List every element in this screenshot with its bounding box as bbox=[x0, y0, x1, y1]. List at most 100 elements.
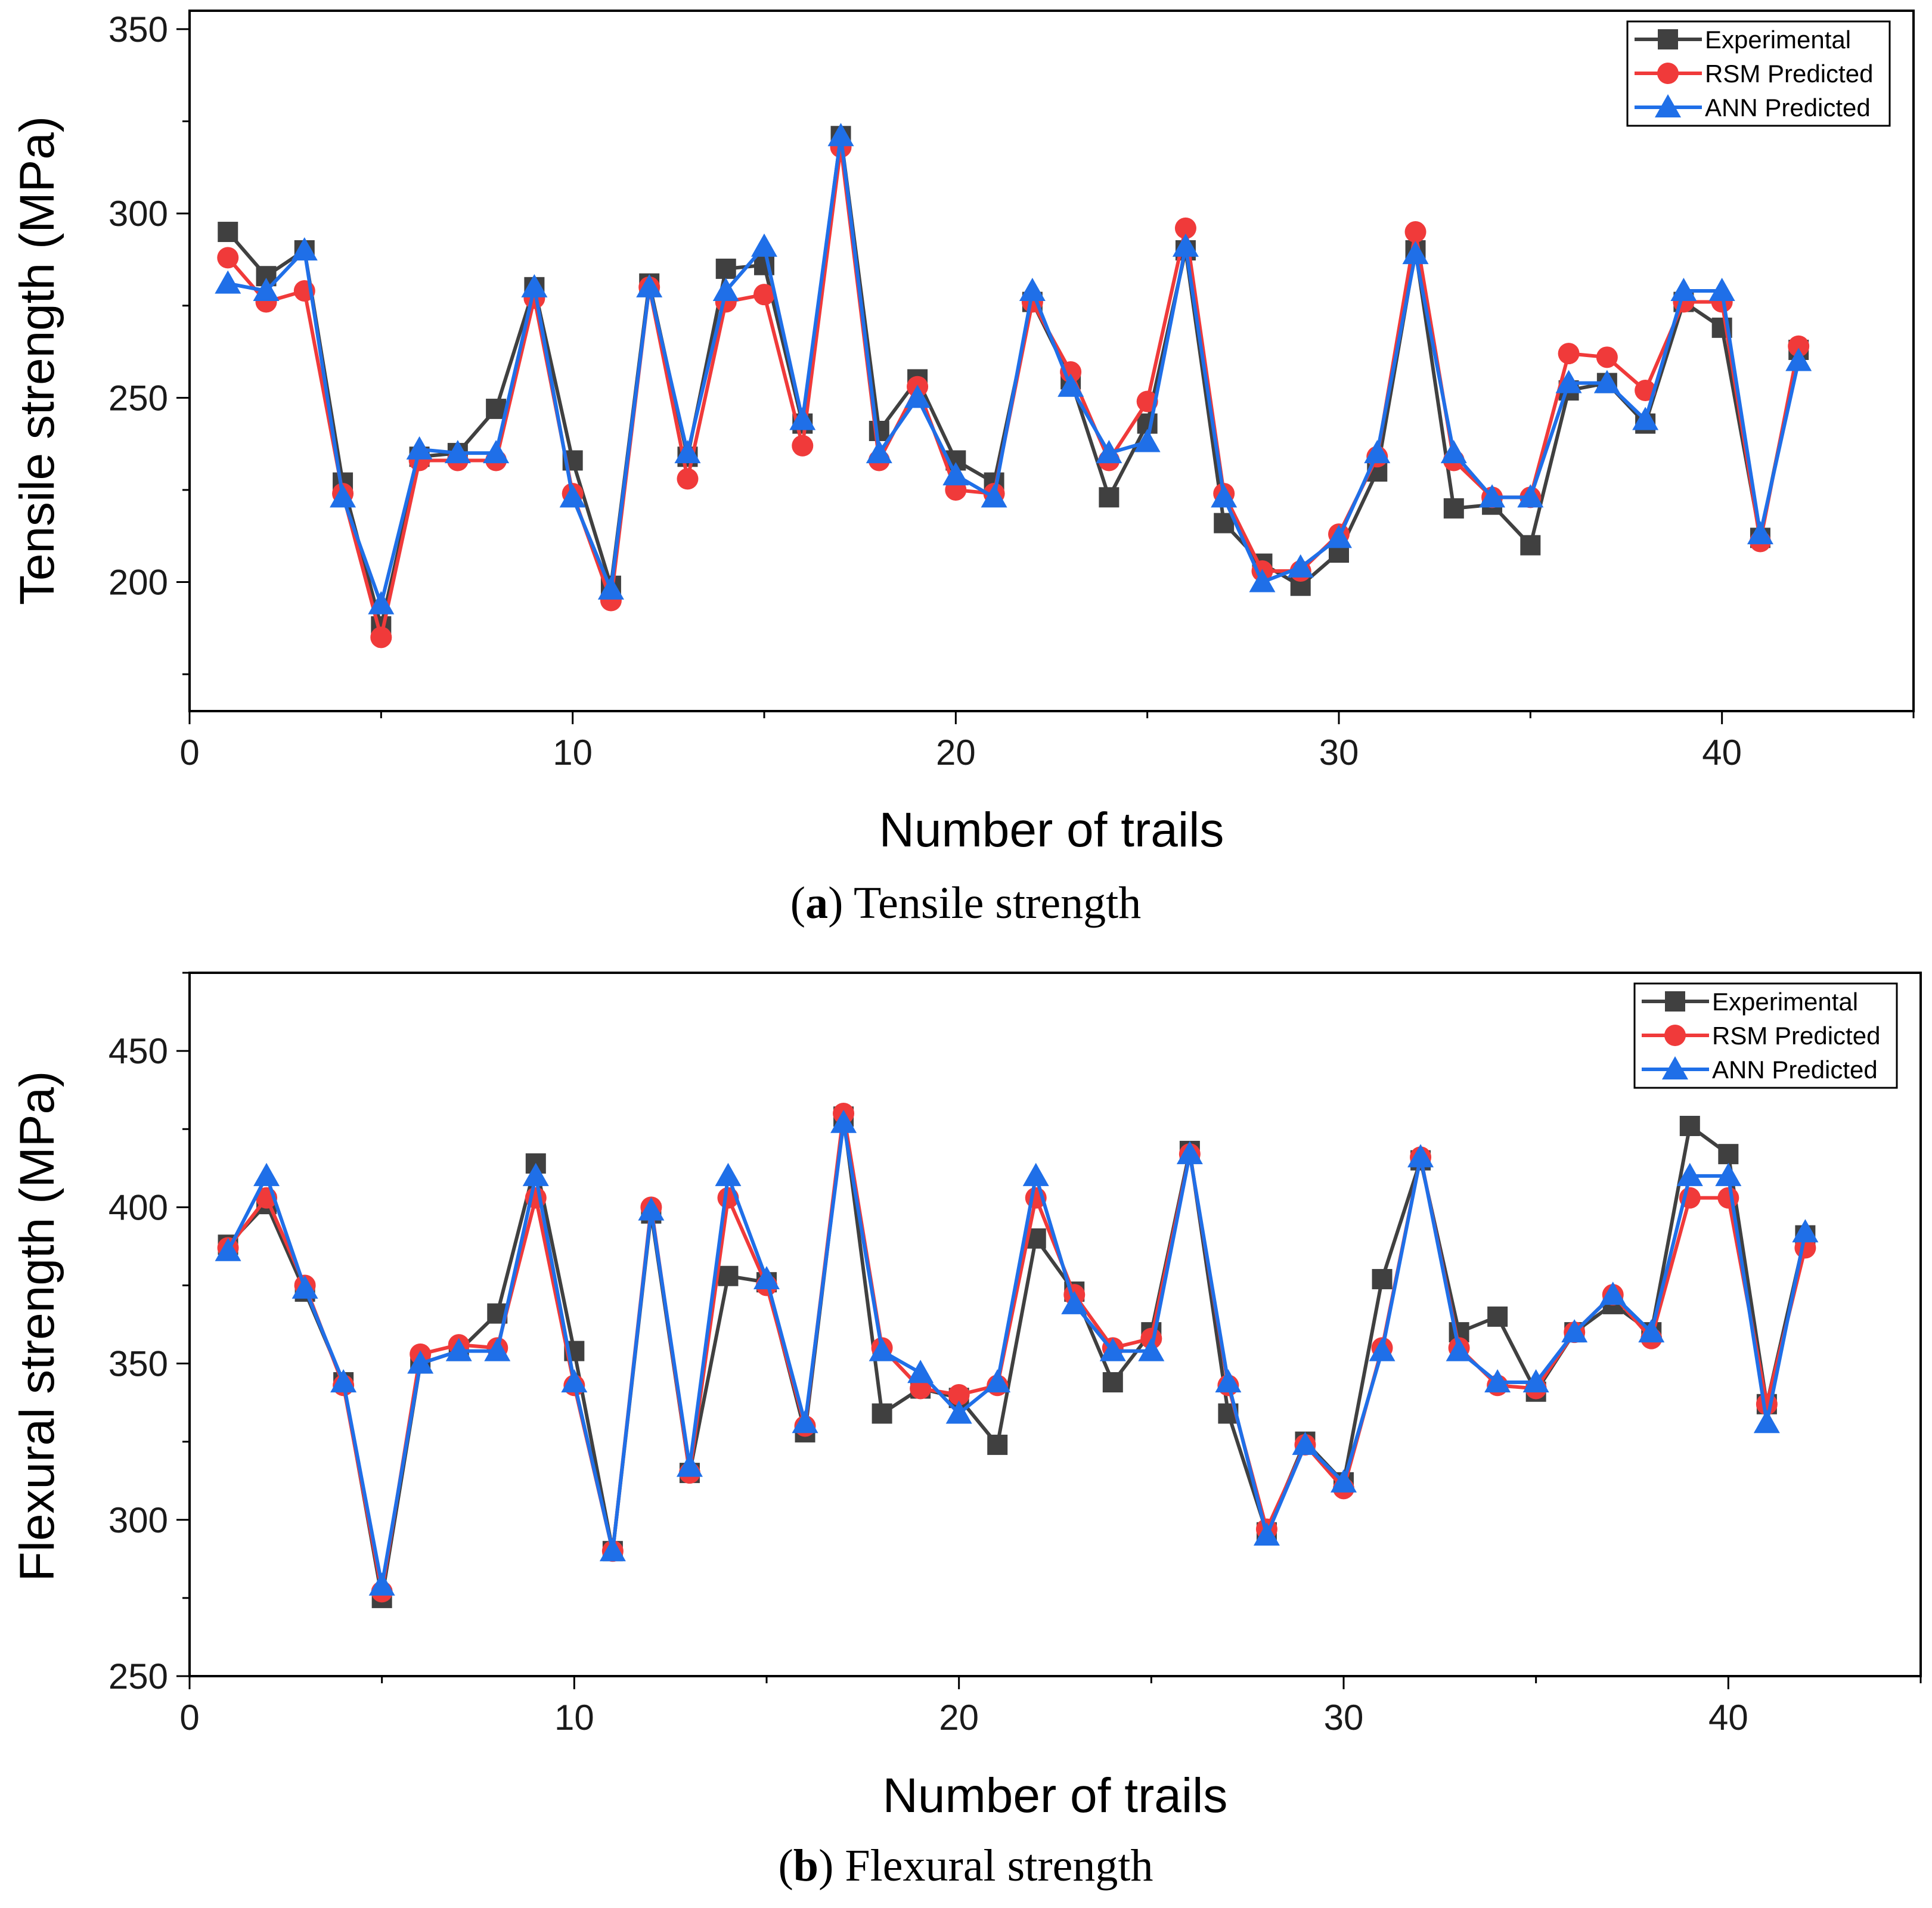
caption-text: Flexural strength bbox=[845, 1841, 1153, 1891]
plot-frame bbox=[188, 972, 1922, 1677]
data-point-square bbox=[1487, 1306, 1508, 1327]
legend-marker-circle bbox=[1664, 1025, 1686, 1046]
data-point-square bbox=[1520, 535, 1541, 556]
data-point-triangle bbox=[522, 1162, 549, 1186]
data-point-triangle bbox=[484, 1338, 511, 1361]
data-point-triangle bbox=[904, 384, 931, 408]
legend-marker-triangle bbox=[1655, 94, 1681, 117]
data-point-triangle bbox=[827, 123, 854, 147]
data-point-square bbox=[718, 1265, 739, 1286]
legend-marker-square bbox=[1658, 29, 1678, 49]
legend-label: ANN Predicted bbox=[1712, 1056, 1878, 1084]
data-point-triangle bbox=[638, 1197, 665, 1221]
x-tick-label: 40 bbox=[1708, 1698, 1748, 1738]
data-point-triangle bbox=[792, 1410, 818, 1434]
data-point-triangle bbox=[1407, 1144, 1434, 1168]
data-point-triangle bbox=[253, 278, 280, 301]
x-tick-label: 0 bbox=[179, 1698, 199, 1738]
data-point-triangle bbox=[559, 484, 586, 508]
data-point-triangle bbox=[1484, 1369, 1511, 1393]
flexural-strength-panel: 0 10 20 30 40 250 300 350 400 450 Number of trail… bbox=[10, 972, 1922, 1891]
data-point-triangle bbox=[1479, 484, 1506, 508]
data-point-triangle bbox=[981, 484, 1007, 508]
y-tick-label: 450 bbox=[108, 1031, 168, 1071]
data-point-triangle bbox=[1593, 370, 1620, 393]
data-point-triangle bbox=[1215, 1369, 1242, 1393]
data-point-triangle bbox=[1287, 554, 1314, 578]
data-point-circle bbox=[677, 468, 699, 490]
data-point-triangle bbox=[1369, 1338, 1395, 1361]
data-point-triangle bbox=[715, 1162, 742, 1186]
caption: (a) Tensile strength bbox=[790, 878, 1142, 928]
legend-label: RSM Predicted bbox=[1705, 60, 1873, 88]
caption-letter: b bbox=[793, 1841, 818, 1891]
data-point-circle bbox=[1558, 343, 1580, 365]
caption-letter: a bbox=[805, 878, 828, 928]
y-tick-label: 350 bbox=[108, 10, 168, 49]
data-point-triangle bbox=[1747, 521, 1773, 545]
data-point-square bbox=[1102, 1372, 1123, 1393]
data-point-circle bbox=[217, 247, 239, 269]
data-point-triangle bbox=[1555, 370, 1582, 393]
data-point-triangle bbox=[1670, 278, 1697, 301]
x-tick-label: 10 bbox=[553, 733, 593, 772]
y-tick-label: 250 bbox=[108, 1656, 168, 1696]
axis-ticks: 0 10 20 30 40 250 300 350 400 450 bbox=[108, 972, 1922, 1738]
data-point-triangle bbox=[866, 440, 892, 464]
y-tick-label: 350 bbox=[108, 1344, 168, 1384]
data-point-triangle bbox=[1440, 440, 1467, 464]
data-point-square bbox=[1372, 1268, 1393, 1289]
data-point-circle bbox=[1717, 1187, 1739, 1209]
y-tick-label: 300 bbox=[108, 1500, 168, 1540]
data-point-triangle bbox=[407, 1350, 434, 1374]
data-point-triangle bbox=[406, 436, 433, 460]
legend-marker-square bbox=[1665, 991, 1685, 1012]
x-tick-label: 20 bbox=[936, 733, 976, 772]
data-point-triangle bbox=[1446, 1338, 1472, 1361]
data-point-triangle bbox=[942, 462, 969, 486]
data-point-square bbox=[987, 1434, 1008, 1455]
data-point-triangle bbox=[1249, 569, 1276, 592]
data-point-circle bbox=[1404, 221, 1426, 243]
data-point-triangle bbox=[1022, 1162, 1049, 1186]
data-point-triangle bbox=[445, 1338, 472, 1361]
y-tick-label: 250 bbox=[108, 378, 168, 418]
data-point-triangle bbox=[1632, 407, 1659, 430]
legend-marker-circle bbox=[1657, 63, 1679, 84]
plot-frame bbox=[188, 10, 1915, 712]
data-point-triangle bbox=[636, 274, 663, 297]
caption-text: Tensile strength bbox=[854, 878, 1141, 928]
data-point-square bbox=[869, 421, 889, 441]
y-axis-title: Tensile strength (MPa) bbox=[10, 116, 64, 605]
data-point-triangle bbox=[1138, 1338, 1165, 1361]
data-point-square bbox=[218, 222, 238, 243]
data-point-triangle bbox=[1785, 348, 1812, 371]
data-point-triangle bbox=[1058, 373, 1084, 397]
legend-label: Experimental bbox=[1705, 26, 1851, 54]
x-tick-label: 0 bbox=[179, 733, 199, 772]
data-point-triangle bbox=[1019, 278, 1046, 301]
data-point-square bbox=[1679, 1115, 1700, 1136]
data-point-triangle bbox=[753, 1265, 780, 1289]
data-point-triangle bbox=[676, 1453, 703, 1477]
legend: Experimental RSM Predicted ANN Predicted bbox=[1633, 982, 1898, 1089]
data-point-triangle bbox=[1096, 440, 1122, 464]
data-point-triangle bbox=[789, 407, 816, 430]
caption: (b) Flexural strength bbox=[778, 1841, 1153, 1891]
legend: Experimental RSM Predicted ANN Predicted bbox=[1626, 20, 1891, 127]
data-point-triangle bbox=[712, 278, 739, 301]
data-point-triangle bbox=[444, 440, 471, 464]
data-point-triangle bbox=[1522, 1369, 1549, 1393]
data-point-triangle bbox=[674, 440, 701, 464]
axis-ticks: 0 10 20 30 40 200 250 300 350 bbox=[108, 10, 1915, 772]
data-point-circle bbox=[1174, 217, 1196, 239]
legend-marker-triangle bbox=[1662, 1056, 1688, 1079]
data-point-triangle bbox=[830, 1109, 857, 1133]
data-point-square bbox=[715, 258, 736, 279]
y-axis-title: Flexural strength (MPa) bbox=[10, 1071, 64, 1582]
data-point-circle bbox=[1788, 335, 1810, 357]
y-tick-label: 400 bbox=[108, 1187, 168, 1227]
data-point-triangle bbox=[330, 1369, 357, 1393]
y-tick-label: 300 bbox=[108, 194, 168, 234]
data-point-triangle bbox=[1753, 1410, 1780, 1434]
